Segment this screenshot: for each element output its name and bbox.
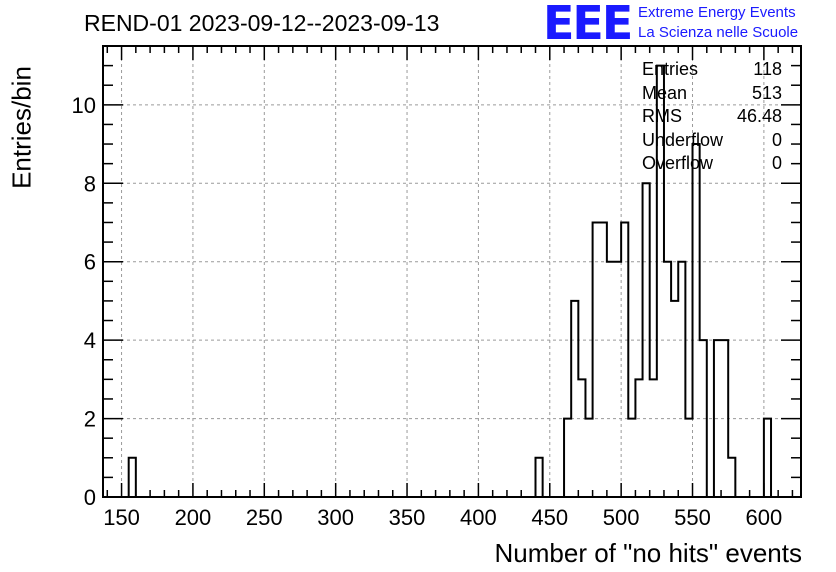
histogram-bar	[600, 222, 607, 497]
x-tick-label: 300	[317, 505, 354, 530]
x-tick-label: 600	[746, 505, 783, 530]
stat-label: RMS	[642, 106, 682, 126]
histogram-bar	[593, 222, 600, 497]
histogram-bar	[129, 458, 136, 497]
histogram-bar	[643, 183, 650, 497]
x-tick-label: 200	[175, 505, 212, 530]
eee-logo: EEE	[543, 0, 633, 50]
y-tick-label: 4	[84, 328, 96, 353]
chart-title: REND-01 2023-09-12--2023-09-13	[84, 10, 440, 36]
y-tick-label: 8	[84, 171, 96, 196]
histogram-bar	[628, 419, 635, 497]
stat-value: 0	[771, 153, 782, 173]
x-tick-label: 350	[389, 505, 426, 530]
x-axis-label: Number of "no hits" events	[494, 538, 803, 568]
stat-row-overflow: Overflow 0	[642, 152, 782, 176]
x-tick-label: 150	[103, 505, 140, 530]
x-tick-label: 500	[603, 505, 640, 530]
x-tick-label: 550	[674, 505, 711, 530]
stat-row-entries: Entries 118	[642, 58, 782, 82]
x-tick-label: 450	[531, 505, 568, 530]
histogram-bar	[700, 340, 707, 497]
histogram-bar	[635, 379, 642, 497]
stat-value: 0	[771, 129, 782, 150]
stat-value: 46.48	[736, 106, 782, 126]
stat-label: Overflow	[642, 153, 714, 173]
stat-label: Mean	[642, 82, 688, 103]
stat-row-mean: Mean 513	[642, 82, 782, 106]
histogram-bar	[714, 340, 721, 497]
logo-caption-line1: Extreme Energy Events	[638, 4, 796, 21]
histogram-bar	[536, 458, 543, 497]
histogram-bar	[621, 222, 628, 497]
y-tick-label: 2	[84, 407, 96, 432]
histogram-bar	[614, 262, 621, 497]
histogram-bar	[664, 262, 671, 497]
histogram-bar	[671, 301, 678, 497]
y-tick-label: 10	[72, 93, 96, 118]
y-tick-label: 6	[84, 250, 96, 275]
histogram-bar	[764, 419, 771, 497]
stats-box: Entries 118 Mean 513 RMS 46.48 Underflow 0 O…	[642, 58, 782, 176]
histogram-bar	[728, 458, 735, 497]
histogram-bar	[578, 379, 585, 497]
histogram-bar	[685, 419, 692, 497]
y-tick-label: 0	[84, 485, 96, 510]
x-tick-label: 250	[246, 505, 283, 530]
histogram-bar	[607, 262, 614, 497]
stat-label: Underflow	[642, 129, 724, 150]
x-tick-label: 400	[460, 505, 497, 530]
histogram-bar	[571, 301, 578, 497]
y-axis-label-text: Entries/bin	[6, 66, 37, 189]
histogram-bar	[585, 419, 592, 497]
logo-caption-line2: La Scienza nelle Scuole	[638, 24, 799, 41]
histogram-bar	[650, 379, 657, 497]
histogram-bar	[721, 340, 728, 497]
stat-row-rms: RMS 46.48	[642, 105, 782, 129]
stat-value: 118	[753, 59, 782, 79]
stat-row-underflow: Underflow 0	[642, 129, 782, 153]
histogram-bar	[564, 419, 571, 497]
stat-label: Entries	[642, 59, 699, 79]
histogram-bar	[693, 144, 700, 497]
histogram-outline	[127, 64, 773, 497]
histogram-bar	[678, 262, 685, 497]
plot-frame	[102, 45, 802, 498]
stat-value: 513	[751, 82, 782, 103]
